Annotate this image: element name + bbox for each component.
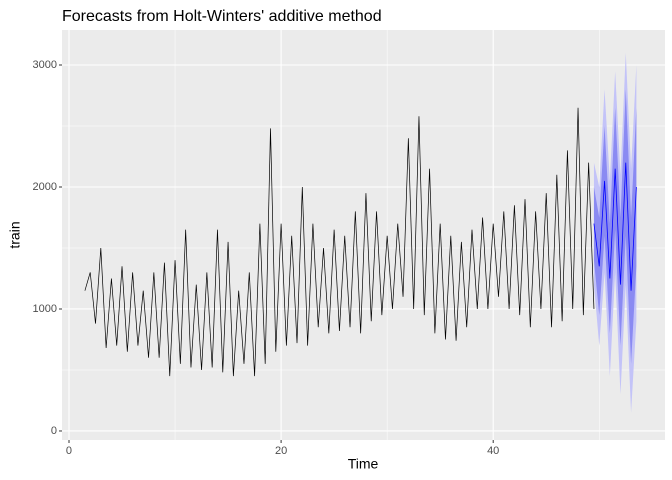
- x-tick-label: 40: [487, 445, 499, 457]
- y-tick-label: 3000: [33, 59, 57, 71]
- y-tick-label: 0: [51, 425, 57, 437]
- x-axis-label: Time: [348, 456, 379, 472]
- y-tick-label: 2000: [33, 181, 57, 193]
- forecast-mean-line: [593, 162, 637, 291]
- forecast-band-80: [593, 89, 637, 364]
- x-tick-label: 0: [66, 445, 72, 457]
- y-axis-label: train: [7, 221, 23, 248]
- chart-title: Forecasts from Holt-Winters' additive me…: [62, 8, 382, 25]
- y-tick-label: 1000: [33, 303, 57, 315]
- series-line: [84, 107, 595, 377]
- x-tick-label: 20: [275, 445, 287, 457]
